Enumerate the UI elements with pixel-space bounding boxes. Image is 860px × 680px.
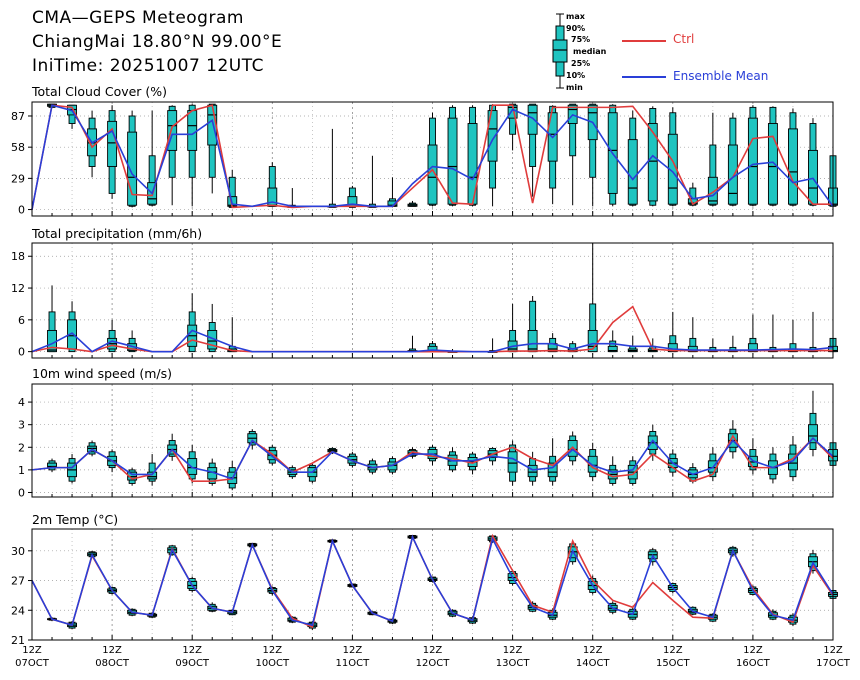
box-inner bbox=[527, 104, 538, 135]
y-tick-label: 3 bbox=[18, 419, 25, 432]
legend-min: min bbox=[566, 83, 583, 92]
ctrl-legend-label: Ctrl bbox=[673, 32, 695, 46]
location-label: ChiangMai 18.80°N 99.00°E bbox=[32, 32, 283, 52]
y-tick-label: 0 bbox=[18, 204, 25, 217]
x-tick-label-hour: 12Z bbox=[343, 645, 363, 656]
box-inner bbox=[687, 345, 698, 353]
x-tick-label-date: 07OCT bbox=[15, 658, 50, 669]
y-tick-label: 30 bbox=[11, 545, 25, 558]
y-tick-label: 4 bbox=[18, 396, 25, 409]
box-inner bbox=[587, 329, 598, 353]
box-inner bbox=[487, 110, 498, 162]
mean-line bbox=[31, 329, 834, 353]
x-tick-label-hour: 12Z bbox=[182, 645, 202, 656]
x-tick-label-date: 17OCT bbox=[816, 658, 851, 669]
y-tick-label: 87 bbox=[11, 110, 25, 123]
box-inner bbox=[527, 464, 538, 478]
box-outer bbox=[589, 103, 597, 178]
legend-p10: 10% bbox=[566, 71, 586, 80]
x-tick-label-hour: 12Z bbox=[503, 645, 523, 656]
init-time-label: IniTime: 20251007 12UTC bbox=[32, 56, 265, 76]
box-inner bbox=[808, 149, 818, 205]
y-tick-label: 0 bbox=[18, 486, 25, 499]
legend-p90: 90% bbox=[566, 24, 586, 33]
box-outer bbox=[709, 144, 717, 206]
x-tick-label-hour: 12Z bbox=[743, 645, 763, 656]
x-tick-label-date: 14OCT bbox=[576, 658, 611, 669]
x-tick-label-hour: 12Z bbox=[22, 645, 42, 656]
box-inner bbox=[587, 455, 598, 473]
ctrl-legend-line bbox=[622, 40, 666, 42]
x-tick-label-date: 15OCT bbox=[656, 658, 691, 669]
x-tick-label-hour: 12Z bbox=[583, 645, 603, 656]
x-tick-label-hour: 12Z bbox=[263, 645, 283, 656]
mean-legend-line bbox=[622, 76, 666, 78]
x-tick-label-date: 12OCT bbox=[416, 658, 451, 669]
mean-line bbox=[31, 534, 834, 627]
y-tick-label: 21 bbox=[11, 634, 25, 647]
x-tick-label-date: 11OCT bbox=[336, 658, 371, 669]
box-inner bbox=[747, 117, 758, 205]
box-outer bbox=[529, 103, 537, 167]
y-tick-label: 6 bbox=[18, 314, 25, 327]
x-tick-label-date: 16OCT bbox=[736, 658, 771, 669]
legend-median: median bbox=[573, 47, 607, 56]
box-inner bbox=[507, 451, 518, 473]
box-inner bbox=[767, 123, 778, 205]
legend-max: max bbox=[566, 12, 585, 21]
panel-title-cloud: Total Cloud Cover (%) bbox=[32, 84, 168, 99]
box-inner bbox=[547, 462, 558, 478]
x-tick-label-hour: 12Z bbox=[102, 645, 122, 656]
box-inner bbox=[267, 187, 278, 207]
y-tick-label: 29 bbox=[11, 172, 25, 185]
panel-title-wind: 10m wind speed (m/s) bbox=[32, 366, 172, 381]
y-tick-label: 1 bbox=[18, 464, 25, 477]
ctrl-line bbox=[31, 104, 833, 210]
box-inner bbox=[747, 343, 758, 353]
box-inner bbox=[788, 128, 798, 205]
x-tick-label-date: 13OCT bbox=[496, 658, 531, 669]
panel-title-precip: Total precipitation (mm/6h) bbox=[32, 226, 203, 241]
x-tick-label-hour: 12Z bbox=[423, 645, 443, 656]
mean-line bbox=[31, 104, 834, 210]
box-inner bbox=[607, 345, 618, 353]
box-inner bbox=[187, 110, 198, 151]
x-tick-label-date: 08OCT bbox=[95, 658, 130, 669]
y-tick-label: 2 bbox=[18, 441, 25, 454]
box-outer bbox=[569, 103, 577, 157]
y-tick-label: 18 bbox=[11, 250, 25, 263]
legend-p25: 25% bbox=[571, 59, 591, 68]
x-tick-label-date: 10OCT bbox=[255, 658, 290, 669]
box-inner bbox=[187, 458, 198, 475]
y-tick-label: 12 bbox=[11, 282, 25, 295]
y-tick-label: 58 bbox=[11, 141, 25, 154]
box-inner bbox=[127, 131, 138, 206]
x-tick-label-date: 09OCT bbox=[175, 658, 210, 669]
y-tick-label: 24 bbox=[11, 604, 25, 617]
legend-p75: 75% bbox=[571, 35, 591, 44]
y-tick-label: 27 bbox=[11, 575, 25, 588]
box-outer bbox=[148, 155, 156, 206]
box-inner bbox=[447, 117, 458, 205]
box-inner bbox=[627, 139, 638, 205]
x-tick-label-hour: 12Z bbox=[663, 645, 683, 656]
box-inner bbox=[167, 110, 178, 151]
x-tick-label-hour: 12Z bbox=[823, 645, 843, 656]
y-tick-label: 0 bbox=[18, 346, 25, 359]
box-inner bbox=[808, 424, 818, 444]
mean-line bbox=[31, 437, 834, 480]
box-legend-glyph bbox=[552, 13, 568, 89]
panel-title-temp: 2m Temp (°C) bbox=[32, 512, 119, 527]
chart-title: CMA—GEPS Meteogram bbox=[32, 8, 244, 28]
mean-legend-label: Ensemble Mean bbox=[673, 69, 769, 83]
box-inner bbox=[647, 123, 658, 202]
